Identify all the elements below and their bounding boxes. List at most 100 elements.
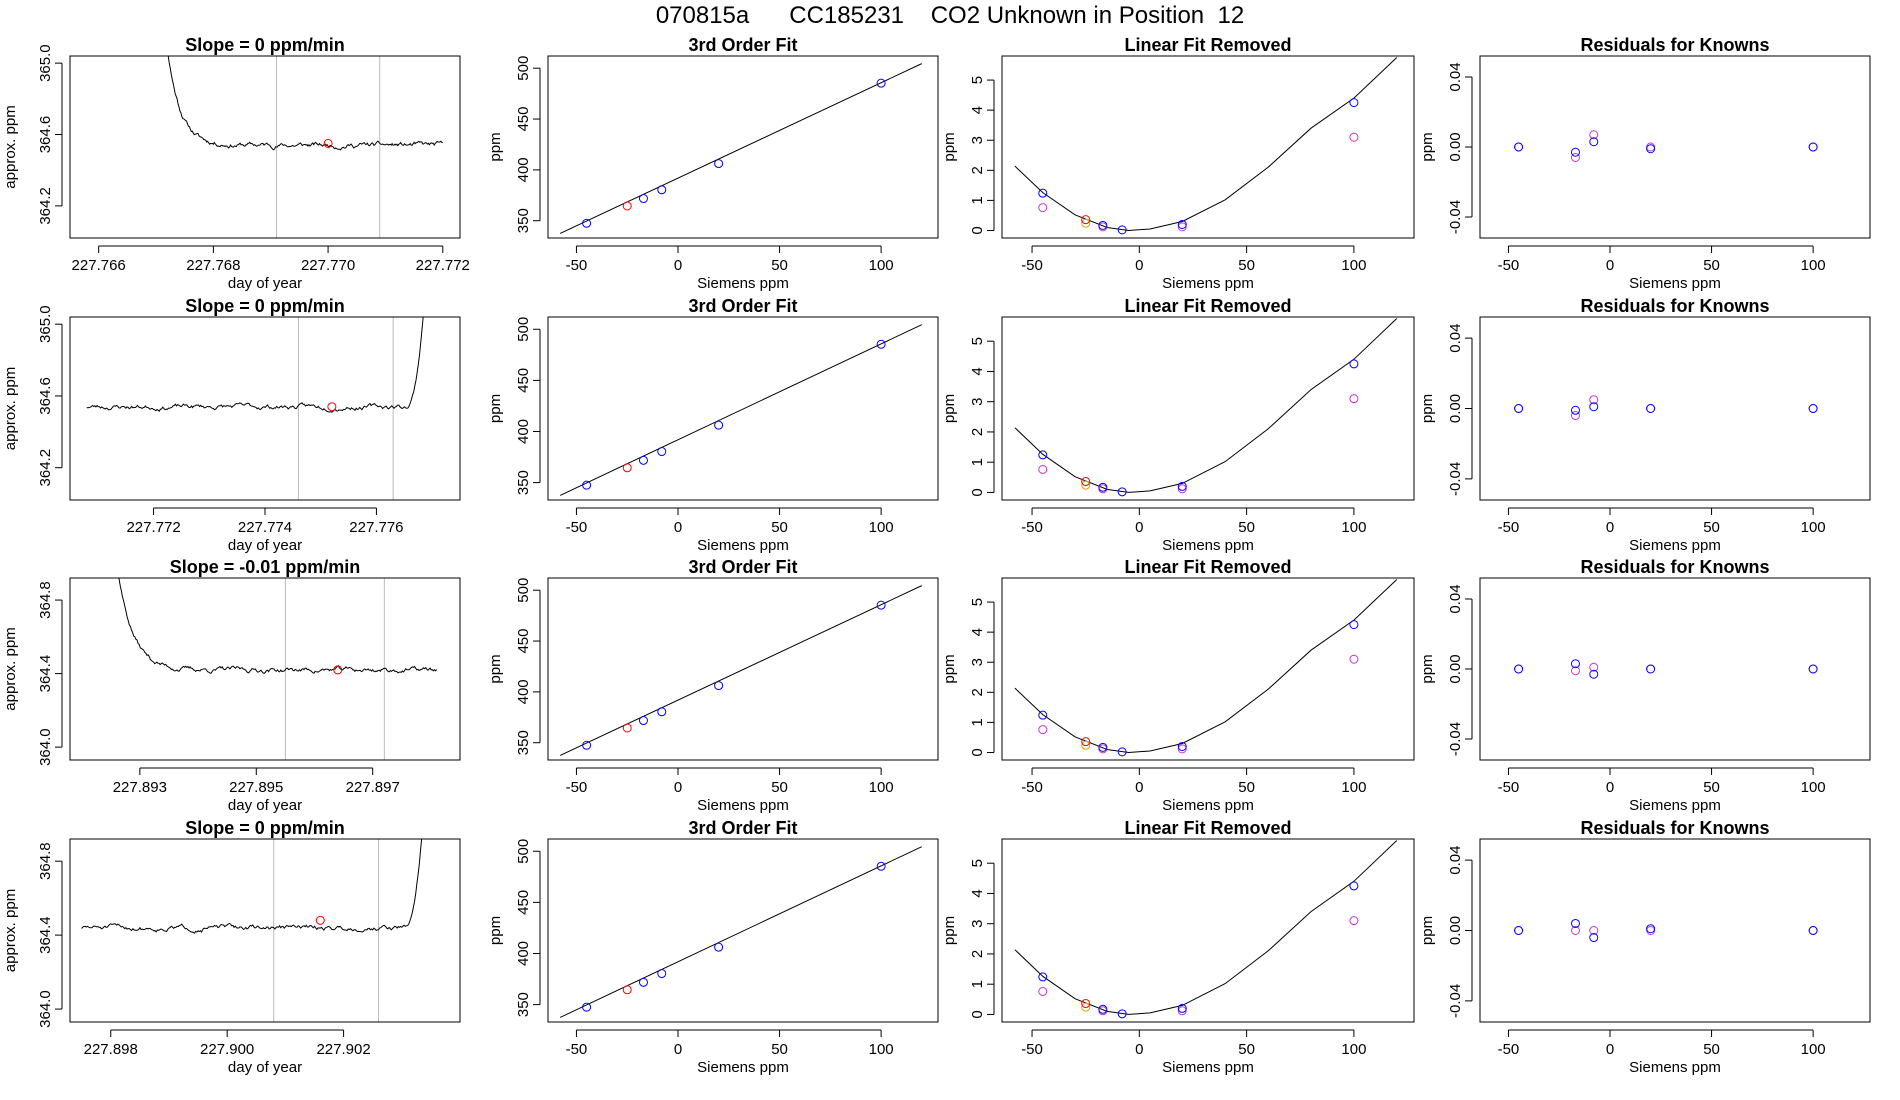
y-tick-label: 4 xyxy=(969,889,986,897)
x-tick-label: 100 xyxy=(1341,779,1366,796)
panel-title: 3rd Order Fit xyxy=(688,557,797,577)
x-axis-label: Siemens ppm xyxy=(697,275,789,292)
y-axis-label: ppm xyxy=(941,132,958,161)
previous-residual-point xyxy=(1589,926,1599,935)
trace-panel: Slope = 0 ppm/min 227.898 227.900 227.902 da… xyxy=(2,818,461,1076)
panel-title: Residuals for Knowns xyxy=(1580,35,1769,55)
x-tick-label: 50 xyxy=(771,779,788,796)
y-axis-label: ppm xyxy=(487,132,504,161)
x-tick-label: 0 xyxy=(674,519,682,536)
known-standard-point xyxy=(1117,1009,1127,1019)
x-tick-label: -50 xyxy=(1021,519,1043,536)
x-tick-label: 227.774 xyxy=(238,519,292,536)
plot-frame xyxy=(547,55,939,239)
panel-title: Residuals for Knowns xyxy=(1580,557,1769,577)
y-axis-label: ppm xyxy=(1419,654,1436,683)
known-residual-point xyxy=(1514,142,1524,152)
known-standard-point xyxy=(638,716,648,726)
known-standard-point xyxy=(638,977,648,987)
known-standard-point xyxy=(1177,219,1187,229)
known-residual-point xyxy=(1514,926,1524,935)
previous-residual-point xyxy=(1570,926,1580,935)
y-tick-label: 450 xyxy=(515,629,532,654)
plot-frame xyxy=(1479,577,1871,761)
x-tick-label: 50 xyxy=(1238,779,1255,796)
y-tick-label: 0 xyxy=(969,1010,986,1018)
known-residual-point xyxy=(1570,659,1580,669)
x-tick-label: -50 xyxy=(1498,1041,1520,1058)
known-standard-point xyxy=(582,740,592,750)
unknown-sample-point xyxy=(1081,737,1091,747)
known-standard-point xyxy=(876,600,886,610)
x-tick-label: 227.893 xyxy=(113,779,167,796)
original-unknown-point xyxy=(1081,740,1091,750)
y-tick-label: 0.00 xyxy=(1447,394,1464,423)
x-tick-label: 0 xyxy=(674,779,682,796)
known-standard-point xyxy=(1117,747,1127,757)
x-tick-label: 100 xyxy=(1801,257,1826,274)
x-axis-label: day of year xyxy=(228,1059,302,1076)
y-tick-label: -0.04 xyxy=(1447,984,1464,1018)
plot-frame xyxy=(69,838,461,1023)
original-response-point xyxy=(1177,744,1187,754)
fit-curve xyxy=(1014,57,1398,232)
known-residual-point xyxy=(1589,402,1599,412)
y-tick-label: 350 xyxy=(515,730,532,755)
y-tick-label: 2 xyxy=(969,688,986,696)
unknown-sample-point xyxy=(622,985,632,995)
known-standard-point xyxy=(714,681,724,691)
previous-residual-point xyxy=(1646,142,1656,152)
y-tick-label: 2 xyxy=(969,428,986,436)
x-tick-label: 50 xyxy=(1238,519,1255,536)
sample-window-marker xyxy=(315,915,325,925)
x-tick-label: -50 xyxy=(1021,1041,1043,1058)
known-standard-point xyxy=(1038,972,1048,982)
x-tick-label: 0 xyxy=(1606,779,1614,796)
y-tick-label: 0.00 xyxy=(1447,916,1464,945)
x-tick-label: 227.772 xyxy=(126,519,180,536)
previous-residual-point xyxy=(1570,153,1580,162)
x-tick-label: 0 xyxy=(1606,1041,1614,1058)
y-axis-label: ppm xyxy=(487,916,504,945)
known-standard-point xyxy=(657,185,667,195)
x-tick-label: 50 xyxy=(1703,1041,1720,1058)
original-unknown-point xyxy=(1081,218,1091,228)
panel-title: Slope = -0.01 ppm/min xyxy=(170,557,361,577)
y-tick-label: 500 xyxy=(515,317,532,342)
unknown-sample-point xyxy=(1081,999,1091,1009)
known-residual-point xyxy=(1808,404,1818,413)
y-tick-label: 365.0 xyxy=(37,305,54,343)
y-tick-label: 4 xyxy=(969,106,986,114)
known-standard-point xyxy=(638,194,648,204)
known-standard-point xyxy=(876,861,886,871)
y-tick-label: 350 xyxy=(515,992,532,1017)
y-tick-label: 2 xyxy=(969,950,986,958)
known-standard-point xyxy=(714,420,724,430)
y-axis-label: approx. ppm xyxy=(2,889,19,972)
known-residual-point xyxy=(1646,664,1656,674)
y-tick-label: 4 xyxy=(969,628,986,636)
y-axis-label: approx. ppm xyxy=(2,627,19,710)
x-tick-label: 0 xyxy=(674,257,682,274)
x-tick-label: 227.770 xyxy=(301,257,355,274)
plot-frame xyxy=(1479,838,1871,1023)
known-residual-point xyxy=(1646,924,1656,934)
y-tick-label: 1 xyxy=(969,458,986,466)
known-standard-point xyxy=(1098,742,1108,752)
known-residual-point xyxy=(1808,142,1818,152)
known-standard-point xyxy=(1177,741,1187,751)
y-tick-label: 364.4 xyxy=(37,655,54,693)
y-tick-label: 400 xyxy=(515,679,532,704)
known-standard-point xyxy=(876,78,886,88)
known-standard-point xyxy=(714,159,724,169)
x-tick-label: 50 xyxy=(1703,257,1720,274)
co2-trace-line xyxy=(118,578,438,674)
x-tick-label: 100 xyxy=(1801,779,1826,796)
y-tick-label: 0.00 xyxy=(1447,132,1464,161)
panel-title: Slope = 0 ppm/min xyxy=(185,818,345,838)
residuals-for-knowns-panel: Residuals for Knowns -50 0 50 100 Siemens ppm… xyxy=(1419,818,1871,1076)
known-standard-point xyxy=(1098,220,1108,230)
y-tick-label: 0.04 xyxy=(1447,62,1464,91)
x-tick-label: 50 xyxy=(1703,519,1720,536)
